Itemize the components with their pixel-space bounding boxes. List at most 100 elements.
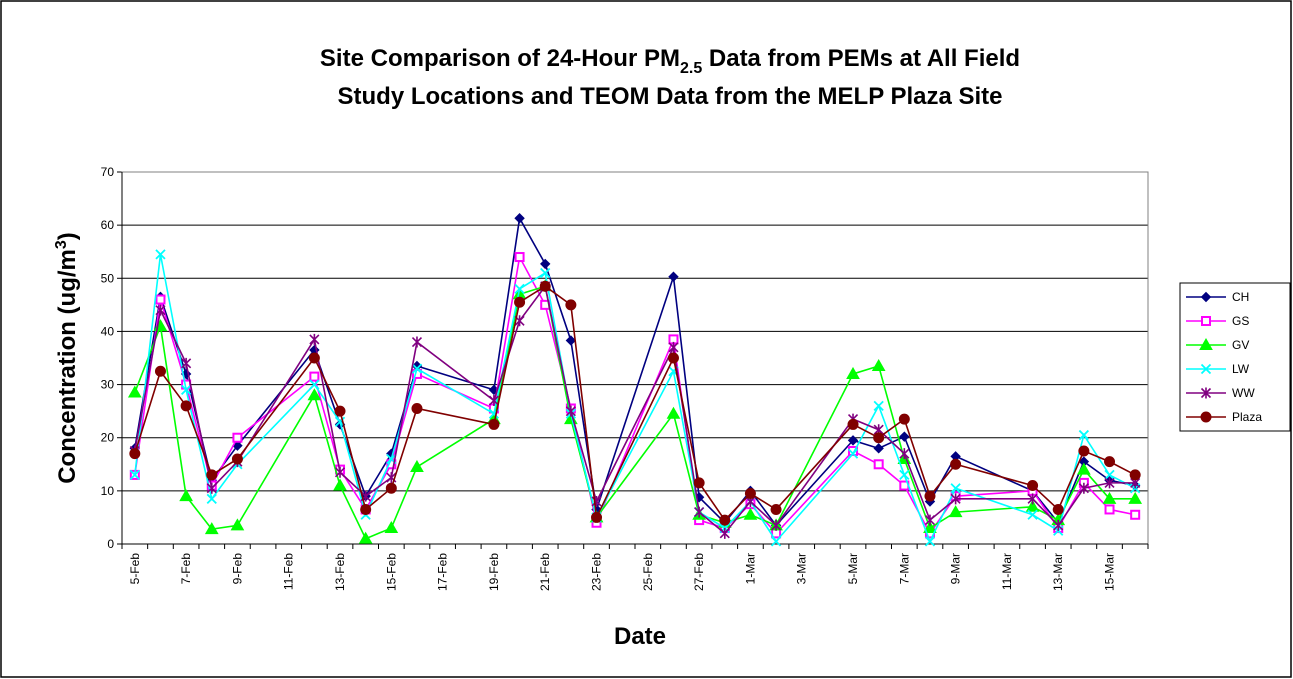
x-tick-label: 13-Mar <box>1051 553 1065 591</box>
legend-marker <box>1201 316 1211 326</box>
marker <box>179 489 193 502</box>
y-tick-label: 70 <box>101 165 115 179</box>
marker <box>204 522 219 535</box>
marker <box>924 490 936 502</box>
marker <box>180 384 192 396</box>
marker <box>668 341 679 353</box>
x-tick-label: 27-Feb <box>692 553 706 591</box>
x-tick-label: 1-Mar <box>743 553 757 584</box>
marker <box>1027 493 1038 505</box>
marker <box>719 514 731 526</box>
marker <box>770 536 782 547</box>
legend-label: CH <box>1232 290 1249 304</box>
chart-title: Study Locations and TEOM Data from the M… <box>338 83 1003 110</box>
marker <box>899 431 910 442</box>
title-text: Data from PEMs at All Field <box>702 45 1020 72</box>
y-tick-label: 40 <box>101 324 115 338</box>
x-tick-label: 25-Feb <box>641 553 655 591</box>
marker <box>385 482 397 494</box>
title-subscript: 2.5 <box>680 60 702 77</box>
marker <box>873 459 884 470</box>
marker <box>334 466 346 478</box>
marker <box>514 252 525 263</box>
x-tick-label: 15-Mar <box>1103 553 1117 591</box>
marker <box>950 458 962 470</box>
marker <box>667 352 679 364</box>
marker <box>155 304 166 316</box>
marker <box>950 493 961 505</box>
marker <box>743 507 758 520</box>
marker <box>846 366 860 379</box>
y-axis-label: Concentration (ug/m3) <box>53 232 81 484</box>
marker <box>540 258 551 270</box>
marker <box>873 400 884 411</box>
marker <box>514 213 525 224</box>
marker <box>309 371 320 382</box>
title-text: Site Comparison of 24-Hour PM <box>320 45 680 72</box>
marker <box>924 536 936 547</box>
marker <box>871 358 886 371</box>
y-label-text: Concentration (ug/m <box>54 249 81 484</box>
marker <box>333 478 347 491</box>
y-tick-label: 30 <box>101 378 115 392</box>
marker <box>206 482 217 494</box>
x-tick-label: 5-Feb <box>128 553 142 585</box>
x-tick-label: 3-Mar <box>795 553 809 584</box>
marker <box>231 453 243 465</box>
marker <box>540 267 551 279</box>
legend-marker <box>1200 291 1212 303</box>
marker <box>384 521 399 534</box>
marker <box>360 503 372 515</box>
x-tick-label: 7-Mar <box>897 553 911 584</box>
legend-label: GV <box>1232 338 1249 352</box>
marker <box>898 413 910 425</box>
marker <box>950 483 961 494</box>
marker <box>1053 519 1064 531</box>
marker <box>410 459 424 472</box>
legend-label: LW <box>1232 362 1250 376</box>
marker <box>411 336 423 348</box>
marker <box>923 521 937 534</box>
marker <box>873 432 885 444</box>
marker <box>591 511 603 523</box>
series-line <box>134 254 1136 544</box>
marker <box>129 448 141 460</box>
series-line <box>134 285 1136 522</box>
series-line <box>134 285 1136 540</box>
marker <box>1102 491 1117 504</box>
marker <box>694 506 705 518</box>
marker <box>565 405 576 417</box>
x-tick-label: 11-Mar <box>1000 553 1014 590</box>
marker <box>334 405 346 417</box>
marker <box>899 448 910 460</box>
legend-marker <box>1200 411 1212 423</box>
marker <box>1104 456 1116 468</box>
marker <box>1128 491 1143 504</box>
x-tick-label: 9-Mar <box>949 553 963 584</box>
marker <box>411 363 423 374</box>
x-tick-label: 21-Feb <box>538 553 552 591</box>
marker <box>206 493 217 504</box>
x-axis-label: Date <box>614 623 666 650</box>
marker <box>1025 499 1040 512</box>
legend-label: Plaza <box>1232 410 1262 424</box>
x-tick-label: 15-Feb <box>384 553 398 591</box>
legend-marker <box>1200 387 1212 399</box>
series <box>129 280 1141 526</box>
marker <box>873 443 884 454</box>
legend-marker <box>1199 337 1213 350</box>
marker <box>232 432 243 443</box>
marker <box>358 531 373 544</box>
marker <box>847 435 859 446</box>
marker <box>1104 477 1115 489</box>
y-tick-label: 20 <box>101 431 115 445</box>
marker <box>1078 482 1089 494</box>
series-line <box>134 284 1136 535</box>
chart-title: Site Comparison of 24-Hour PM2.5 Data fr… <box>320 45 1020 77</box>
marker <box>847 418 859 430</box>
marker <box>719 527 730 539</box>
marker <box>206 469 218 481</box>
x-tick-label: 7-Feb <box>179 553 193 585</box>
